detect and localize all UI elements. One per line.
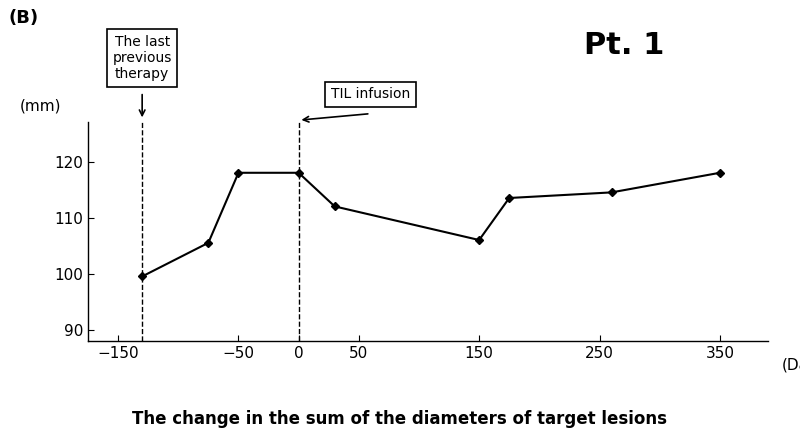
Text: Pt. 1: Pt. 1 [584, 31, 664, 59]
Text: (Day): (Day) [782, 358, 800, 373]
Text: TIL infusion: TIL infusion [331, 87, 410, 101]
Text: (B): (B) [8, 9, 38, 27]
Text: The change in the sum of the diameters of target lesions: The change in the sum of the diameters o… [133, 410, 667, 428]
Text: (mm): (mm) [20, 99, 61, 114]
Text: The last
previous
therapy: The last previous therapy [113, 35, 172, 81]
